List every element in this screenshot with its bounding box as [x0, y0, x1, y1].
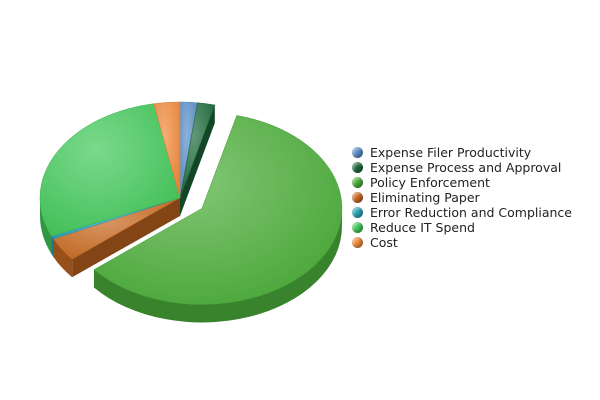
legend-label: Policy Enforcement [370, 175, 490, 190]
legend-item: Cost [352, 235, 572, 250]
pie-slice: Expense Process and Approval [179, 102, 216, 199]
legend-label: Reduce IT Spend [370, 220, 475, 235]
pie-slice: Reduce IT Spend [39, 103, 181, 237]
chart-legend: Expense Filer Productivity Expense Proce… [352, 145, 572, 250]
legend-item: Expense Process and Approval [352, 160, 572, 175]
legend-label: Cost [370, 235, 398, 250]
legend-marker-icon [352, 237, 363, 248]
legend-marker-icon [352, 207, 363, 218]
legend-item: Error Reduction and Compliance [352, 205, 572, 220]
legend-marker-icon [352, 177, 363, 188]
legend-marker-icon [352, 162, 363, 173]
legend-marker-icon [352, 222, 363, 233]
legend-label: Expense Filer Productivity [370, 145, 532, 160]
pie-slice-rim [51, 236, 54, 257]
legend-item: Expense Filer Productivity [352, 145, 572, 160]
pie-slice-rim [94, 208, 342, 323]
pie-slice: Cost [153, 101, 181, 199]
legend-label: Eliminating Paper [370, 190, 480, 205]
pie-slice: Policy Enforcement [93, 115, 343, 305]
legend-label: Expense Process and Approval [370, 160, 562, 175]
legend-marker-icon [352, 192, 363, 203]
legend-item: Policy Enforcement [352, 175, 572, 190]
legend-item: Eliminating Paper [352, 190, 572, 205]
legend-item: Reduce IT Spend [352, 220, 572, 235]
pie-slice-rim [40, 198, 52, 255]
pie-slice-side [180, 105, 215, 216]
pie-slice-rim [53, 238, 73, 278]
legend-label: Error Reduction and Compliance [370, 205, 572, 220]
legend-marker-icon [352, 147, 363, 158]
